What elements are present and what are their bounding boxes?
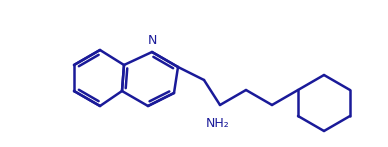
Text: N: N [147, 34, 157, 47]
Text: NH₂: NH₂ [206, 117, 230, 130]
